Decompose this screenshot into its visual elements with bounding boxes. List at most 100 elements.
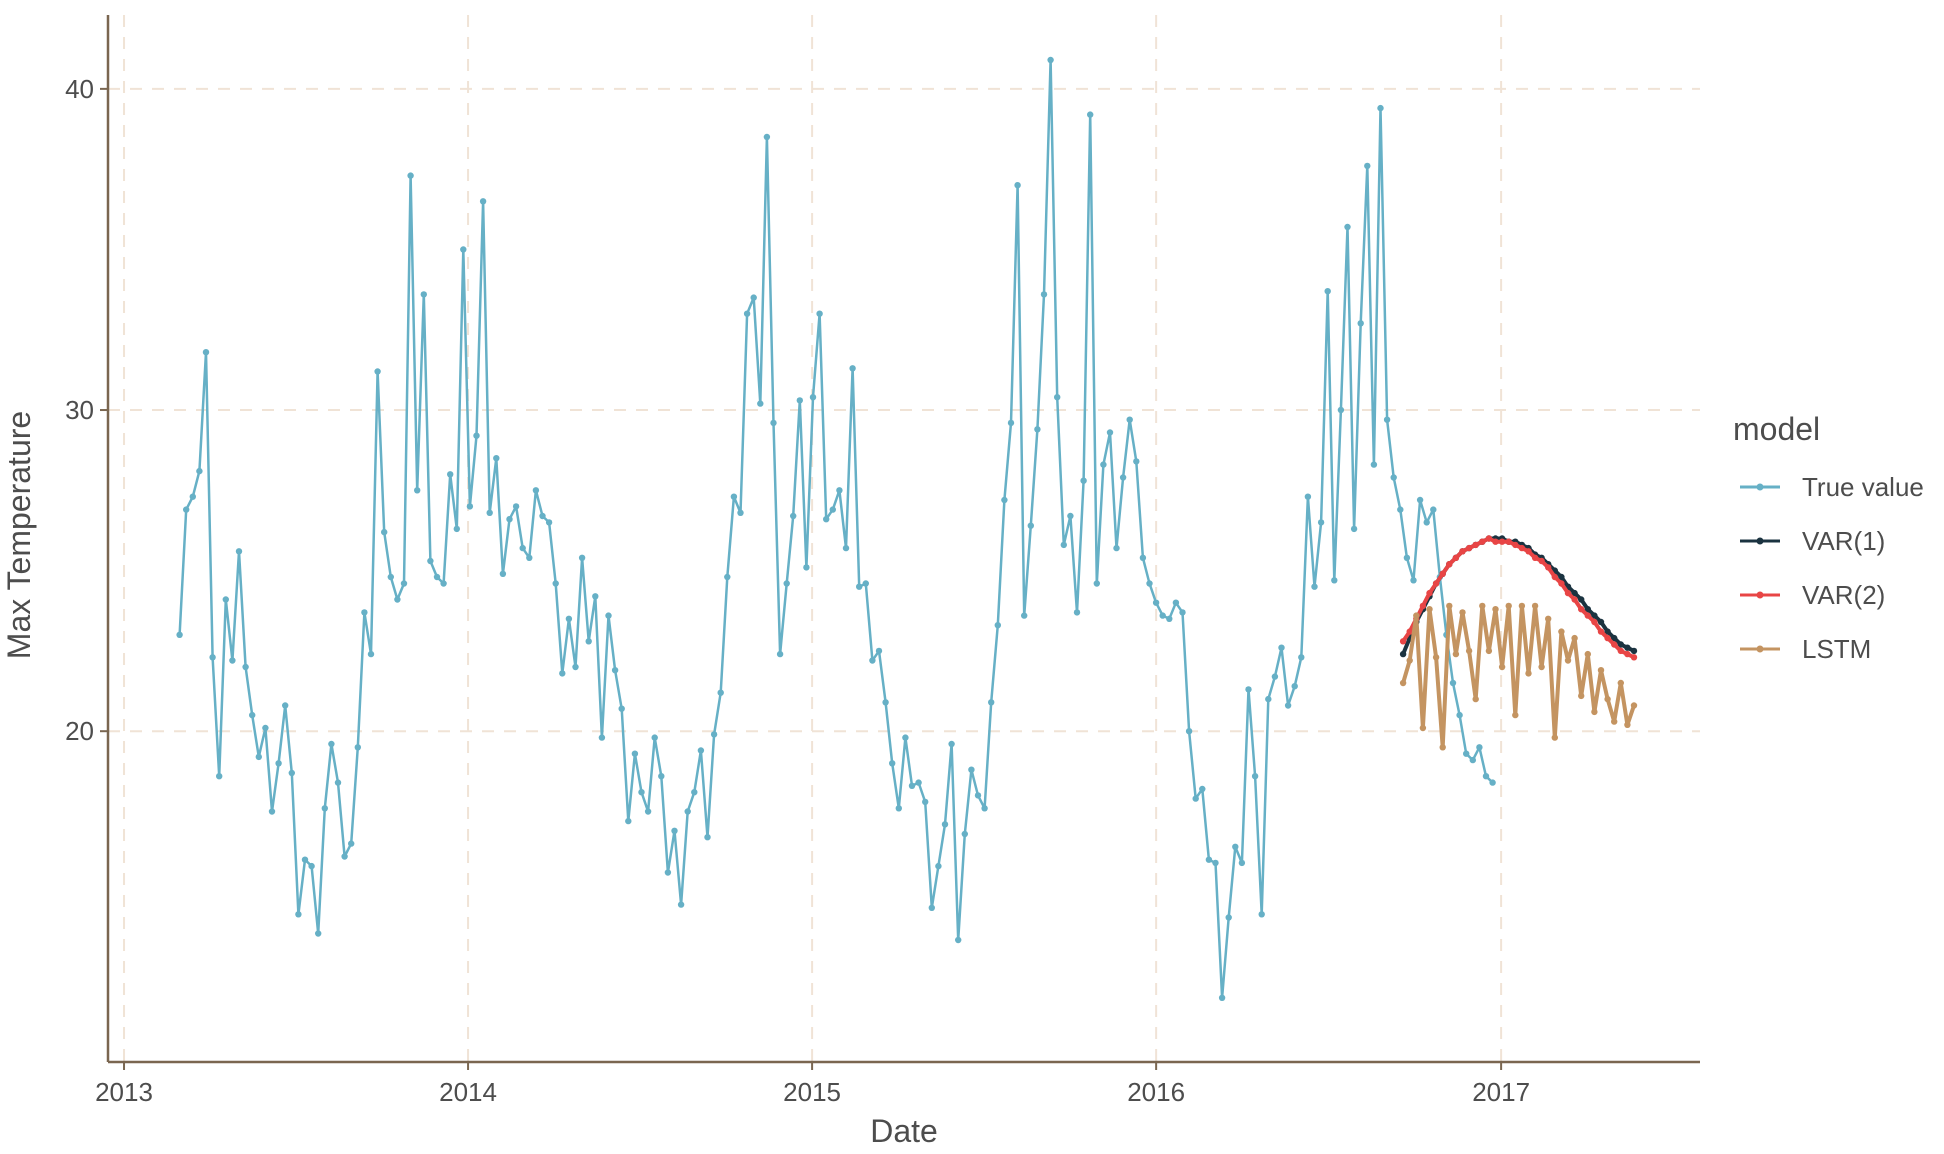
- grid-lines: [108, 15, 1700, 1062]
- data-point-true-value: [908, 782, 916, 789]
- data-point-lstm: [1459, 609, 1466, 616]
- data-point-true-value: [1284, 702, 1292, 709]
- data-point-true-value: [407, 172, 414, 179]
- data-point-var-2: [1479, 538, 1486, 545]
- data-point-lstm: [1406, 657, 1413, 664]
- legend-label-true-value: True value: [1802, 472, 1924, 502]
- data-point-true-value: [1245, 686, 1252, 693]
- data-point-var-2: [1432, 580, 1440, 587]
- legend-key-point: [1756, 537, 1764, 545]
- data-point-true-value: [625, 817, 632, 825]
- data-point-true-value: [737, 509, 744, 516]
- data-point-true-value: [902, 734, 909, 741]
- data-point-true-value: [493, 455, 500, 462]
- data-point-var-2: [1617, 647, 1625, 655]
- data-point-var-2: [1459, 548, 1466, 555]
- data-point-true-value: [1014, 182, 1021, 189]
- data-point-true-value: [1093, 580, 1101, 587]
- data-point-true-value: [1482, 773, 1490, 780]
- data-point-true-value: [829, 506, 836, 513]
- data-point-true-value: [988, 699, 995, 706]
- data-point-true-value: [869, 657, 876, 664]
- data-point-true-value: [414, 487, 421, 494]
- data-point-true-value: [1449, 679, 1457, 687]
- y-tick-label: 30: [65, 395, 94, 425]
- legend-item-true-value: True value: [1740, 472, 1924, 502]
- data-point-true-value: [235, 548, 243, 555]
- data-point-var-2: [1597, 628, 1605, 635]
- data-point-true-value: [506, 516, 513, 523]
- data-point-true-value: [572, 663, 579, 671]
- data-point-lstm: [1564, 657, 1572, 664]
- data-point-true-value: [1139, 554, 1147, 561]
- legend-item-var-1: VAR(1): [1740, 526, 1885, 556]
- data-point-true-value: [1317, 519, 1325, 526]
- x-tick-label: 2014: [439, 1077, 497, 1107]
- data-point-var-2: [1498, 538, 1506, 545]
- data-point-true-value: [1106, 429, 1114, 436]
- data-point-true-value: [1238, 859, 1246, 867]
- legend-key-point: [1756, 591, 1764, 599]
- data-point-true-value: [374, 368, 381, 375]
- data-point-true-value: [895, 805, 902, 812]
- data-point-true-value: [1073, 609, 1081, 616]
- data-point-true-value: [1001, 496, 1008, 504]
- data-point-true-value: [1166, 615, 1173, 622]
- data-point-true-value: [1403, 554, 1411, 561]
- data-point-true-value: [295, 911, 302, 918]
- data-point-true-value: [473, 432, 480, 439]
- data-point-var-2: [1564, 589, 1572, 597]
- series-true-value: [176, 56, 1496, 1001]
- data-point-true-value: [176, 631, 183, 638]
- data-point-true-value: [598, 734, 606, 741]
- data-point-true-value: [1265, 695, 1272, 703]
- data-point-true-value: [400, 580, 408, 587]
- data-point-var-2: [1485, 535, 1493, 542]
- data-point-lstm: [1452, 650, 1460, 658]
- data-point-true-value: [638, 789, 645, 796]
- data-point-true-value: [922, 798, 929, 806]
- data-point-lstm: [1571, 634, 1578, 642]
- data-point-true-value: [757, 400, 764, 407]
- data-point-true-value: [1060, 541, 1068, 549]
- data-point-true-value: [1212, 859, 1219, 867]
- data-point-var-2: [1446, 561, 1453, 568]
- data-point-true-value: [559, 670, 566, 677]
- data-point-true-value: [1047, 56, 1054, 64]
- data-point-var-2: [1551, 573, 1559, 581]
- data-point-var-2: [1492, 538, 1499, 545]
- data-point-var-2: [1452, 554, 1460, 561]
- data-point-true-value: [882, 699, 889, 706]
- data-point-var-1: [1597, 618, 1605, 626]
- data-point-true-value: [1119, 474, 1127, 481]
- data-point-true-value: [321, 805, 328, 812]
- data-point-lstm: [1518, 602, 1526, 610]
- data-point-true-value: [823, 516, 830, 523]
- data-point-true-value: [677, 901, 685, 908]
- tick-marks: [100, 87, 1503, 1070]
- data-point-var-1: [1604, 628, 1611, 635]
- legend-title: model: [1733, 411, 1820, 447]
- data-point-lstm: [1558, 628, 1565, 635]
- data-point-true-value: [981, 805, 988, 812]
- data-point-lstm: [1485, 647, 1493, 655]
- data-point-true-value: [440, 580, 447, 587]
- legend-label-var-1: VAR(1): [1802, 526, 1885, 556]
- data-point-true-value: [216, 773, 223, 780]
- data-point-true-value: [460, 246, 467, 253]
- data-point-true-value: [1100, 461, 1107, 468]
- data-point-var-2: [1571, 596, 1578, 603]
- data-point-true-value: [532, 487, 540, 494]
- data-point-true-value: [1080, 477, 1087, 484]
- data-point-true-value: [1469, 756, 1477, 764]
- data-point-true-value: [1370, 461, 1378, 468]
- data-point-true-value: [1034, 426, 1041, 433]
- data-point-true-value: [545, 519, 553, 526]
- data-point-true-value: [856, 583, 863, 590]
- data-point-true-value: [717, 689, 724, 696]
- data-point-true-value: [196, 467, 203, 475]
- data-point-var-2: [1426, 589, 1433, 597]
- data-point-true-value: [1463, 750, 1470, 757]
